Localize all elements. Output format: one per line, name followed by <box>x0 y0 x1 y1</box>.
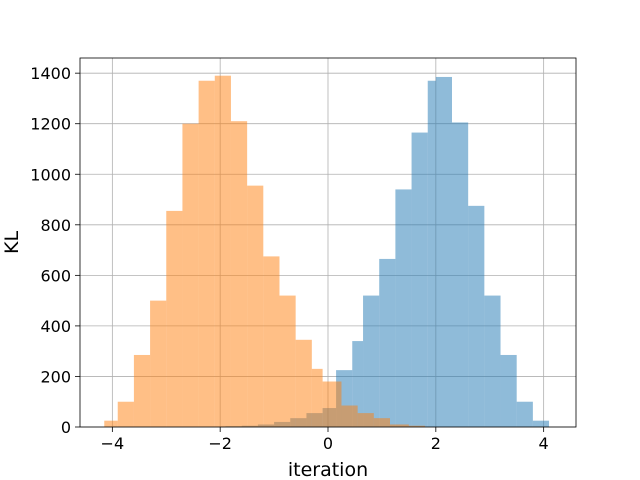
histogram-bar <box>247 185 264 427</box>
histogram-bar <box>150 300 167 427</box>
x-axis-label: iteration <box>288 459 368 480</box>
histogram-bar <box>117 401 134 427</box>
histogram-bar <box>295 339 312 427</box>
histogram-bar <box>390 424 409 427</box>
series-1-bars <box>104 75 426 428</box>
y-tick-label: 800 <box>40 216 71 235</box>
y-axis-label: KL <box>1 231 23 254</box>
y-tick-label: 600 <box>40 266 71 285</box>
histogram-bar <box>279 295 296 427</box>
y-tick-label: 1200 <box>30 115 71 134</box>
x-tick-label: −4 <box>101 434 125 453</box>
histogram-bar <box>263 256 280 427</box>
histogram-bar <box>166 210 183 427</box>
histogram-bar <box>104 420 118 427</box>
histogram-bar <box>363 295 380 427</box>
histogram-bar <box>500 354 517 427</box>
y-tick-label: 0 <box>61 418 71 437</box>
histogram-bar <box>379 258 396 427</box>
histogram-bar <box>357 413 374 427</box>
histogram-bar <box>411 132 428 427</box>
histogram-bars <box>104 75 550 428</box>
y-tick-label: 1400 <box>30 64 71 83</box>
histogram-bar <box>395 189 412 427</box>
histogram-bar <box>452 122 469 427</box>
y-axis-ticks: 0 200 400 600 800 1000 1200 1400 <box>30 64 80 437</box>
histogram-bar <box>182 123 199 427</box>
histogram-bar <box>468 205 485 427</box>
histogram-bar <box>427 80 436 427</box>
x-tick-label: −2 <box>208 434 232 453</box>
histogram-bar <box>352 341 364 427</box>
histogram-bar <box>198 80 215 427</box>
histogram-bar <box>435 76 452 428</box>
y-tick-label: 200 <box>40 367 71 386</box>
histogram-bar <box>373 418 390 427</box>
x-tick-label: 0 <box>323 434 333 453</box>
x-tick-label: 4 <box>539 434 549 453</box>
histogram-bar <box>214 75 231 428</box>
histogram-bar <box>532 420 550 427</box>
y-tick-label: 1000 <box>30 165 71 184</box>
histogram-bar <box>230 121 248 427</box>
histogram-bar <box>133 354 151 427</box>
histogram-bar <box>341 405 358 427</box>
histogram-bar <box>322 381 342 427</box>
histogram-bar <box>311 368 323 427</box>
x-axis-ticks: −4 −2 0 2 4 <box>101 427 549 453</box>
histogram-bar <box>408 425 426 427</box>
y-tick-label: 400 <box>40 317 71 336</box>
series-0-bars <box>225 76 550 428</box>
histogram-bar <box>516 401 533 427</box>
histogram-bar <box>484 295 501 427</box>
x-tick-label: 2 <box>431 434 441 453</box>
